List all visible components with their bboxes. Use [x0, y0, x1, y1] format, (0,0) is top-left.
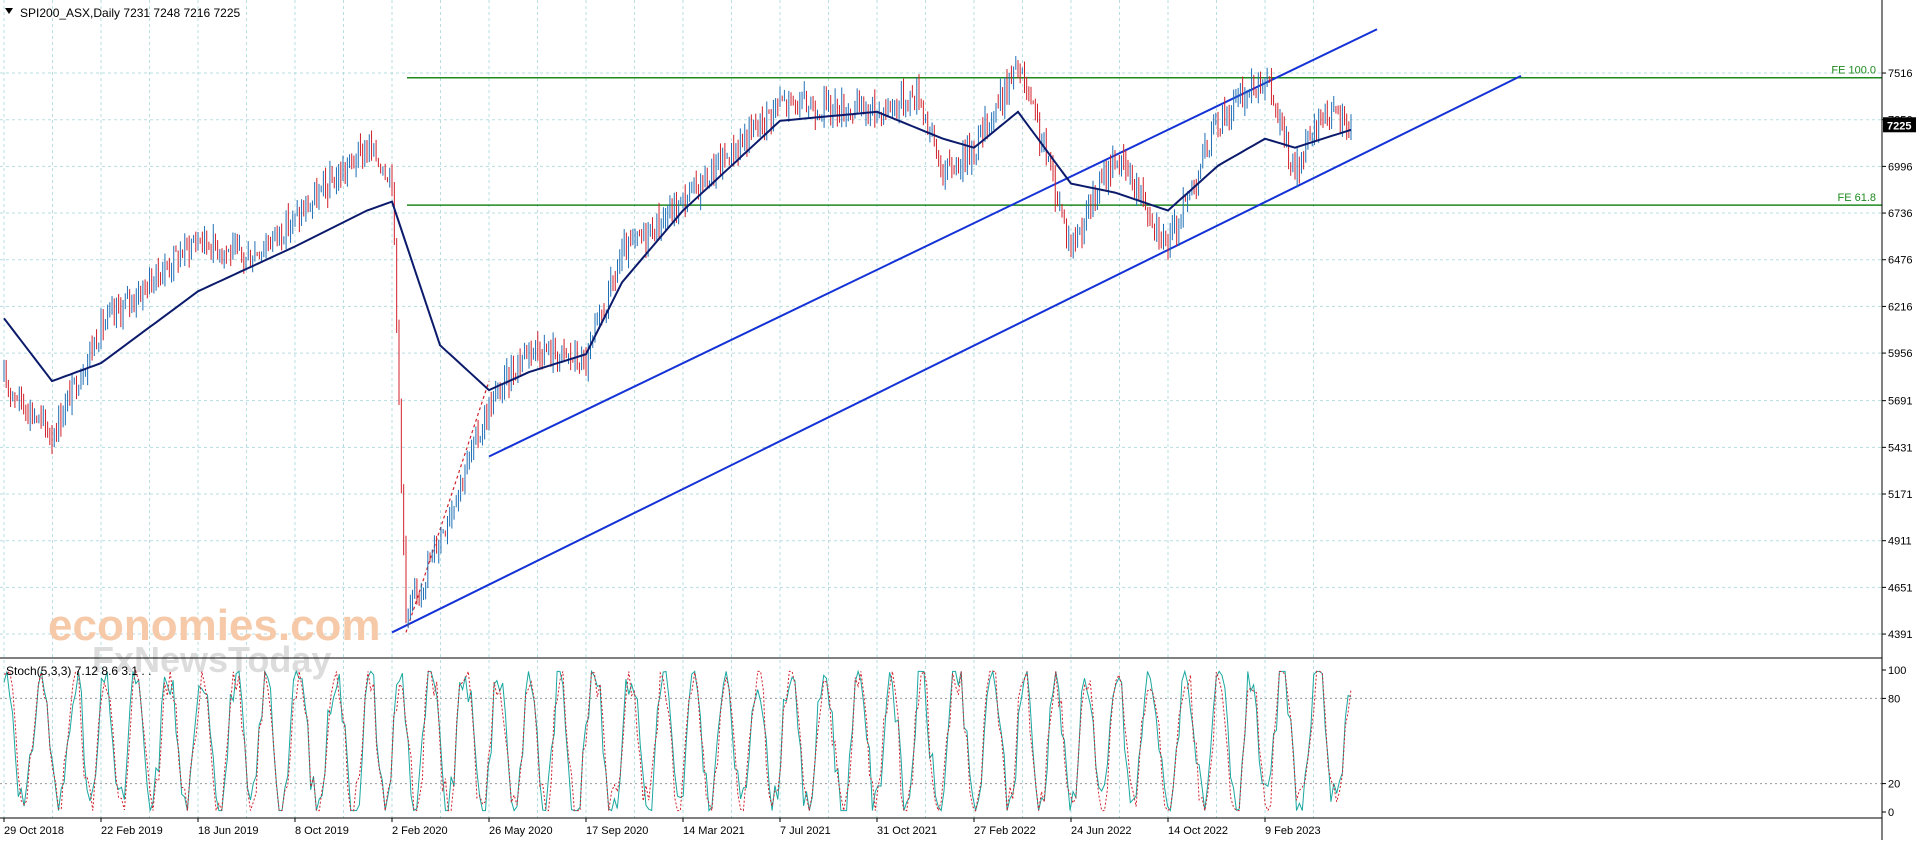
y-tick-label-4: 6476 [1888, 255, 1912, 267]
x-tick-label-9: 31 Oct 2021 [877, 825, 937, 837]
x-tick-label-11: 24 Jun 2022 [1071, 825, 1132, 837]
x-tick-label-5: 26 May 2020 [489, 825, 553, 837]
collapse-arrow-icon[interactable] [5, 8, 13, 14]
stoch-header: Stoch(5,3,3) 7.12 8.6 3.1 . . [6, 664, 151, 678]
stoch-tick-label-3: 0 [1888, 807, 1894, 819]
x-tick-label-10: 27 Feb 2022 [974, 825, 1036, 837]
y-tick-label-3: 6736 [1888, 208, 1912, 220]
y-tick-label-2: 6996 [1888, 161, 1912, 173]
last-price-label: 7225 [1887, 120, 1911, 132]
fibonacci-levels: FE 100.0 FE 61.8 [407, 65, 1882, 206]
fibo-label-1: FE 61.8 [1837, 192, 1876, 204]
x-tick-label-13: 9 Feb 2023 [1265, 825, 1321, 837]
fibo-label-0: FE 100.0 [1831, 65, 1876, 77]
y-tick-label-10: 4911 [1888, 536, 1912, 548]
x-tick-label-4: 2 Feb 2020 [392, 825, 448, 837]
x-tick-label-2: 18 Jun 2019 [198, 825, 259, 837]
x-tick-label-3: 8 Oct 2019 [295, 825, 349, 837]
y-tick-label-12: 4391 [1888, 629, 1912, 641]
last-price-badge [1883, 117, 1916, 133]
watermark-brand: economies.com [48, 601, 381, 650]
grid-layer [0, 0, 1882, 818]
labels-layer: SPI200_ASX,Daily 7231 7248 7216 7225 Sto… [5, 6, 240, 678]
stochastic-layer [3, 669, 1352, 813]
retracement-dotted-line [405, 380, 490, 633]
y-tick-label-8: 5431 [1888, 442, 1912, 454]
moving-average-line [3, 110, 1352, 392]
x-tick-label-6: 17 Sep 2020 [586, 825, 648, 837]
x-tick-label-7: 14 Mar 2021 [683, 825, 745, 837]
channel-upper-line [488, 28, 1378, 458]
y-tick-label-6: 5956 [1888, 348, 1912, 360]
x-tick-label-8: 7 Jul 2021 [780, 825, 831, 837]
stoch-series-signal [4, 669, 1352, 813]
candles-layer [3, 56, 1352, 629]
channel-lines [391, 28, 1522, 634]
symbol-header: SPI200_ASX,Daily 7231 7248 7216 7225 [20, 6, 240, 20]
watermark: economies.com FxNewsToday [48, 601, 381, 680]
x-tick-label-12: 14 Oct 2022 [1168, 825, 1228, 837]
y-tick-label-5: 6216 [1888, 301, 1912, 313]
y-tick-label-0: 7516 [1888, 68, 1912, 80]
channel-lower-line [391, 75, 1522, 634]
stoch-tick-label-1: 80 [1888, 693, 1900, 705]
x-tick-label-1: 22 Feb 2019 [101, 825, 163, 837]
x-tick-label-0: 29 Oct 2018 [4, 825, 64, 837]
y-tick-label-7: 5691 [1888, 396, 1912, 408]
moving-average-layer [3, 110, 1352, 392]
watermark-sub: FxNewsToday [92, 639, 331, 680]
stoch-tick-label-0: 100 [1888, 665, 1906, 677]
y-tick-label-11: 4651 [1888, 582, 1912, 594]
y-tick-label-9: 5171 [1888, 489, 1912, 501]
stoch-tick-label-2: 20 [1888, 779, 1900, 791]
